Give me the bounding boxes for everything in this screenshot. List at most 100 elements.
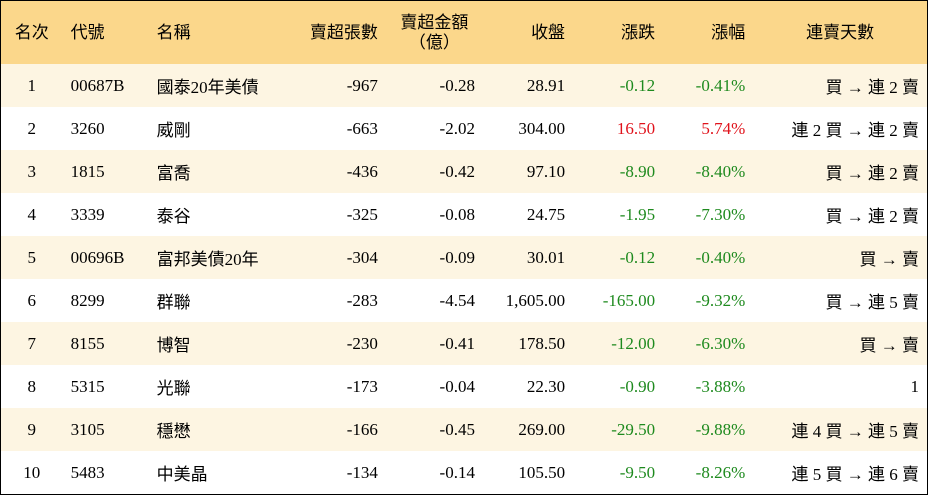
table-cell: 269.00 xyxy=(482,408,574,451)
table-row: 4 3339 泰谷 -325 -0.08 24.75 -1.95 -7.30% 買 → 連 2 … xyxy=(1,193,928,236)
table-cell: -0.12 xyxy=(573,236,664,279)
table-cell: 304.00 xyxy=(518,118,566,138)
table-cell: 178.50 xyxy=(482,322,574,365)
table-cell: 買 → 連 2 賣 xyxy=(825,207,920,226)
table-cell: 30.01 xyxy=(482,236,574,279)
table-cell: 5483 xyxy=(70,462,105,482)
table-row: 7 8155 博智 -230 -0.41 178.50 -12.00 -6.30% 買 → 賣 xyxy=(0,322,928,365)
table-cell: 1 xyxy=(0,64,63,107)
table-cell: 105.50 xyxy=(518,462,566,482)
table-cell: -7.30% xyxy=(695,204,746,224)
table-cell: 連 4 買 → 連 5 賣 xyxy=(753,408,928,451)
table-cell: -9.50 xyxy=(619,462,656,482)
header-cell: 名稱 xyxy=(148,0,286,64)
table-row: 9 3105 穩懋 -166 -0.45 269.00 -29.50 -9.88% 連 4 買 … xyxy=(0,408,928,451)
table-cell: 5 xyxy=(0,236,63,279)
table-body: 1 00687B 國泰20年美債 -967 -0.28 28.91 -0.12 -0.41% 買… xyxy=(0,64,928,495)
header-cell: 收盤 xyxy=(482,0,574,64)
table-header: 名次 代號 名稱 賣超張數 賣超金額 （億） 收盤 漲跌 漲幅 連賣天數 xyxy=(0,0,928,64)
table-cell: 穩懋 xyxy=(148,408,286,451)
table-cell: 富喬 xyxy=(148,150,286,193)
table-cell: -8.26% xyxy=(695,462,746,482)
header-cell: 代號 xyxy=(62,0,149,64)
table-cell: -325 xyxy=(346,204,378,224)
table-cell: -134 xyxy=(346,462,378,482)
table-cell: -0.45 xyxy=(385,408,483,451)
table-cell: 10 xyxy=(23,462,41,482)
table-cell: -0.41 xyxy=(385,322,483,365)
table-cell: -165.00 xyxy=(602,290,656,310)
table-cell: 中美晶 xyxy=(156,465,208,484)
table-cell: 博智 xyxy=(148,322,286,365)
table-cell: 富邦美債20年 xyxy=(148,236,286,279)
table-cell: -283 xyxy=(346,290,378,310)
table-cell: 22.30 xyxy=(526,376,566,396)
table-cell: -0.40% xyxy=(663,236,754,279)
table-cell: 5.74% xyxy=(701,118,746,138)
table-cell: 1 xyxy=(910,376,920,396)
table-cell: 威剛 xyxy=(156,121,191,140)
table-cell: 6 xyxy=(27,290,37,310)
table-cell: 28.91 xyxy=(482,64,574,107)
table-cell: -12.00 xyxy=(573,322,664,365)
header-cell: 漲幅 xyxy=(663,0,754,64)
table-cell: 3339 xyxy=(70,204,105,224)
table-row: 1 00687B 國泰20年美債 -967 -0.28 28.91 -0.12 -0.41% 買… xyxy=(0,64,928,107)
table-row: 8 5315 光聯 -173 -0.04 22.30 -0.90 -3.88% 1 xyxy=(1,365,928,408)
table-cell: 97.10 xyxy=(482,150,574,193)
header-cell: 賣超張數 xyxy=(285,0,386,64)
table-cell: -0.04 xyxy=(439,376,475,396)
table-cell: -1.95 xyxy=(619,204,656,224)
table-cell: -967 xyxy=(285,64,386,107)
table-cell: 買 → 連 5 賣 xyxy=(825,293,920,312)
table-cell: -173 xyxy=(346,376,378,396)
table-cell: -8.40% xyxy=(663,150,754,193)
table-cell: 連 2 買 → 連 2 賣 xyxy=(791,121,920,140)
table-cell: -4.54 xyxy=(439,290,475,310)
table-cell: 00696B xyxy=(62,236,149,279)
table-cell: 3105 xyxy=(62,408,149,451)
table-cell: -9.32% xyxy=(695,290,746,310)
table-cell: 7 xyxy=(0,322,63,365)
table-cell: -436 xyxy=(285,150,386,193)
table-cell: 00687B xyxy=(62,64,149,107)
table-cell: -9.88% xyxy=(663,408,754,451)
table-cell: 買 → 連 2 賣 xyxy=(753,150,928,193)
table-cell: 連 5 買 → 連 6 賣 xyxy=(791,465,920,484)
table-cell: -6.30% xyxy=(663,322,754,365)
table-cell: 買 → 賣 xyxy=(753,322,928,365)
table-cell: -0.12 xyxy=(573,64,664,107)
table-cell: -3.88% xyxy=(695,376,746,396)
header-cell: 連賣天數 xyxy=(753,0,928,64)
table-cell: -29.50 xyxy=(573,408,664,451)
table-cell: 16.50 xyxy=(616,118,656,138)
table-row: 10 5483 中美晶 -134 -0.14 105.50 -9.50 -8.26% 連 5 買… xyxy=(1,451,928,495)
table-cell: 9 xyxy=(0,408,63,451)
table-cell: 8299 xyxy=(70,290,105,310)
table-cell: 4 xyxy=(27,204,37,224)
table-cell: -0.90 xyxy=(619,376,656,396)
table-cell: 8155 xyxy=(62,322,149,365)
table-cell: -0.42 xyxy=(385,150,483,193)
table-cell: -304 xyxy=(285,236,386,279)
table-cell: -0.09 xyxy=(385,236,483,279)
table-cell: -0.08 xyxy=(439,204,475,224)
table-cell: -0.28 xyxy=(385,64,483,107)
table-cell: 泰谷 xyxy=(156,207,191,226)
header-cell: 漲跌 xyxy=(573,0,664,64)
header-cell: 賣超金額 （億） xyxy=(385,0,483,64)
table-cell: 1815 xyxy=(62,150,149,193)
table-cell: -166 xyxy=(285,408,386,451)
table-cell: 3 xyxy=(0,150,63,193)
table-cell: 5315 xyxy=(70,376,105,396)
table-row: 6 8299 群聯 -283 -4.54 1,605.00 -165.00 -9.32% 買 →… xyxy=(1,279,928,322)
table-row: 5 00696B 富邦美債20年 -304 -0.09 30.01 -0.12 -0.40% 買… xyxy=(0,236,928,279)
table-cell: -663 xyxy=(346,118,378,138)
table-cell: 光聯 xyxy=(156,379,191,398)
table-row: 2 3260 威剛 -663 -2.02 304.00 16.50 5.74% 連 2 買 → … xyxy=(1,107,928,150)
table-cell: 國泰20年美債 xyxy=(148,64,286,107)
table-cell: 買 → 連 2 賣 xyxy=(753,64,928,107)
table-cell: 群聯 xyxy=(156,293,191,312)
